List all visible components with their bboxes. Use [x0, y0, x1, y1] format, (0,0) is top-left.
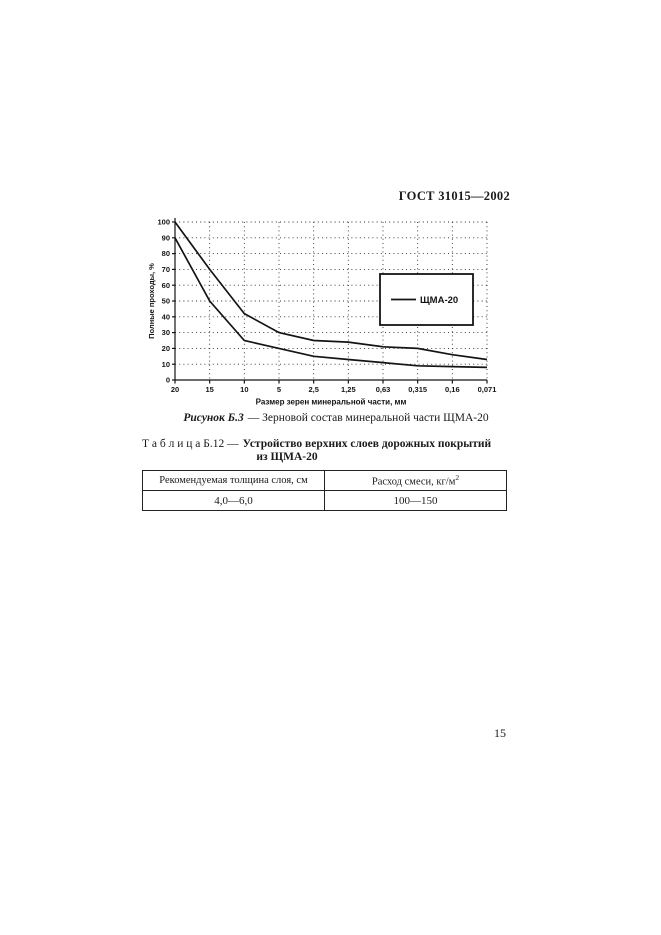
x-tick-label: 15 [205, 385, 213, 394]
y-axis-title: Полные проходы, % [147, 263, 156, 339]
x-tick-label: 20 [171, 385, 179, 394]
table-cell-thickness: 4,0—6,0 [142, 490, 325, 511]
x-tick-label: 1,25 [341, 385, 356, 394]
x-tick-label: 0,315 [408, 385, 427, 394]
y-tick-label: 20 [162, 344, 170, 353]
table-cell-consumption: 100—150 [324, 490, 507, 511]
y-tick-label: 30 [162, 328, 170, 337]
series-lower-limit [174, 237, 488, 369]
table-header-thickness: Рекомендуемая толщина слоя, см [142, 470, 325, 491]
legend-label: ЩМА-20 [420, 295, 458, 306]
table-row: 4,0—6,0 100—150 [142, 490, 507, 511]
page-number: 15 [494, 726, 506, 740]
gost-standard-number: ГОСТ 31015—2002 [398, 189, 510, 203]
table-caption-title: Устройство верхних слоев дорожных покрыт… [242, 438, 492, 450]
x-tick-label: 0,63 [376, 385, 391, 394]
x-tick-label: 10 [240, 385, 248, 394]
grain-size-chart-svg: 0 10 20 30 40 50 60 70 80 90 100 20 15 10 5 2,5 1,25 0,63… [147, 218, 497, 407]
y-tick-label: 70 [162, 265, 170, 274]
y-tick-label: 90 [162, 233, 170, 242]
y-tick-label: 10 [162, 360, 170, 369]
table-header-consumption: Расход смеси, кг/м2 [324, 470, 507, 491]
x-tick-label: 2,5 [308, 385, 318, 394]
y-tick-label: 80 [162, 249, 170, 258]
table-b12: Рекомендуемая толщина слоя, см Расход см… [142, 470, 507, 511]
y-tick-label: 60 [162, 281, 170, 290]
y-tick-label: 40 [162, 312, 170, 321]
series-upper-limit [174, 221, 488, 361]
table-header-row: Рекомендуемая толщина слоя, см Расход см… [142, 470, 507, 491]
y-tick-label: 0 [166, 376, 170, 385]
figure-caption-label: Рисунок Б.3 [183, 412, 244, 424]
x-axis-title: Размер зерен минеральной части, мм [256, 398, 407, 407]
y-tick-label: 100 [157, 218, 170, 227]
x-tick-label: 5 [277, 385, 281, 394]
x-tick-label: 0,071 [478, 385, 497, 394]
table-caption-line2: из ЩМА-20 [256, 451, 318, 463]
table-caption-prefix: Т а б л и ц а Б.12 — [142, 438, 239, 450]
table-caption: Т а б л и ц а Б.12 — Устройство верхних с… [142, 438, 534, 450]
figure-caption: Рисунок Б.3— Зерновой состав минеральной… [140, 412, 532, 424]
y-tick-label: 50 [162, 297, 170, 306]
superscript-2: 2 [455, 473, 460, 483]
grain-size-chart: 0 10 20 30 40 50 60 70 80 90 100 20 15 10 5 2,5 1,25 0,63… [140, 215, 500, 410]
x-tick-label: 0,16 [445, 385, 460, 394]
figure-caption-text: — Зерновой состав минеральной части ЩМА-… [247, 412, 489, 424]
